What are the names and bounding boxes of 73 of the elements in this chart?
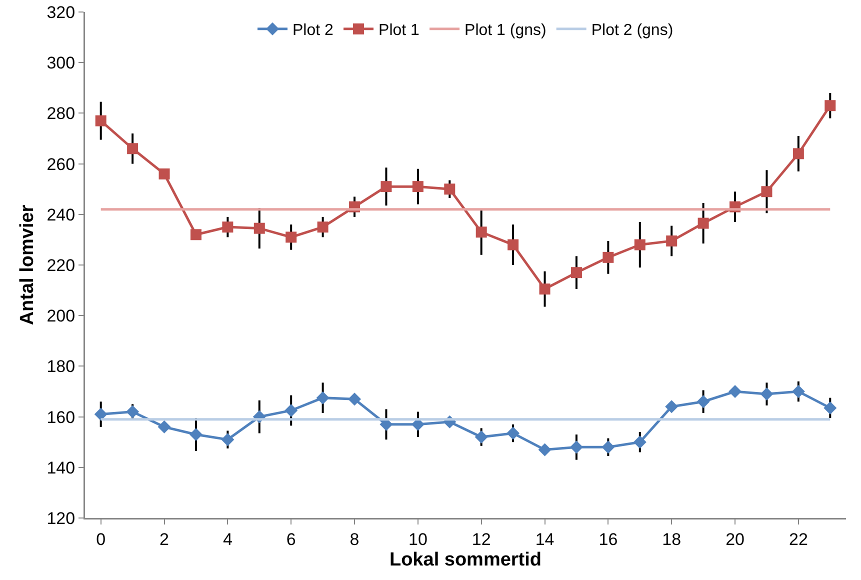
point xyxy=(474,430,488,444)
point xyxy=(570,440,583,454)
point xyxy=(190,229,202,240)
y-tick-label: 300 xyxy=(46,54,76,73)
point xyxy=(508,239,519,250)
y-tick-label: 320 xyxy=(46,2,76,22)
legend-label: Plot 2 (gns) xyxy=(591,22,674,40)
x-tick-label: 2 xyxy=(160,530,170,549)
point xyxy=(158,420,171,434)
point xyxy=(94,408,108,421)
legend-label: Plot 1 (gns) xyxy=(464,22,546,40)
point xyxy=(126,405,140,418)
y-tick-label: 240 xyxy=(46,205,76,224)
y-tick-label: 200 xyxy=(46,306,76,326)
x-tick-label: 10 xyxy=(408,530,428,549)
point xyxy=(380,418,393,431)
point xyxy=(286,232,297,243)
x-tick-label: 12 xyxy=(472,530,491,549)
y-tick-label: 280 xyxy=(46,104,76,124)
point xyxy=(380,181,392,192)
point xyxy=(284,404,298,417)
point xyxy=(824,401,837,414)
point xyxy=(824,100,836,112)
y-tick-label: 120 xyxy=(46,508,76,528)
point xyxy=(634,239,646,250)
x-tick-label: 8 xyxy=(350,530,360,549)
x-axis-title: Lokal sommertid xyxy=(389,549,542,570)
point xyxy=(317,222,328,233)
point xyxy=(411,418,424,431)
point xyxy=(127,143,138,154)
point xyxy=(602,252,614,263)
point xyxy=(792,385,805,398)
point xyxy=(412,181,424,192)
point xyxy=(698,218,709,229)
point xyxy=(189,428,202,442)
y-tick-label: 140 xyxy=(46,458,76,478)
legend-label: Plot 2 xyxy=(292,22,334,40)
point xyxy=(666,235,678,246)
y-axis-title: Antal lomvier xyxy=(16,204,38,326)
point xyxy=(506,426,520,440)
x-tick-label: 20 xyxy=(726,530,744,549)
x-tick-label: 6 xyxy=(286,530,296,549)
point xyxy=(95,115,106,126)
point xyxy=(444,184,456,195)
y-tick-label: 160 xyxy=(46,408,76,427)
point xyxy=(539,284,550,295)
point xyxy=(222,222,234,233)
point xyxy=(761,186,772,198)
point xyxy=(538,443,552,456)
point xyxy=(476,226,487,238)
y-tick-label: 180 xyxy=(46,357,76,376)
y-tick-label: 220 xyxy=(46,256,76,275)
point xyxy=(221,433,234,446)
y-tick-label: 260 xyxy=(46,154,76,174)
x-tick-label: 18 xyxy=(662,530,682,549)
point xyxy=(254,222,265,234)
point xyxy=(348,392,362,406)
x-tick-label: 16 xyxy=(598,530,618,549)
x-tick-label: 0 xyxy=(96,530,106,549)
x-tick-label: 4 xyxy=(222,530,232,549)
x-tick-label: 22 xyxy=(788,530,808,549)
point xyxy=(792,148,804,160)
point xyxy=(696,395,710,408)
point xyxy=(665,400,678,414)
point xyxy=(570,267,582,278)
point xyxy=(316,391,330,404)
point xyxy=(633,436,646,449)
x-tick-label: 14 xyxy=(535,530,554,549)
point xyxy=(728,385,742,398)
point xyxy=(760,388,774,401)
legend-label: Plot 1 xyxy=(378,22,420,40)
point xyxy=(158,168,170,180)
point xyxy=(602,440,615,454)
